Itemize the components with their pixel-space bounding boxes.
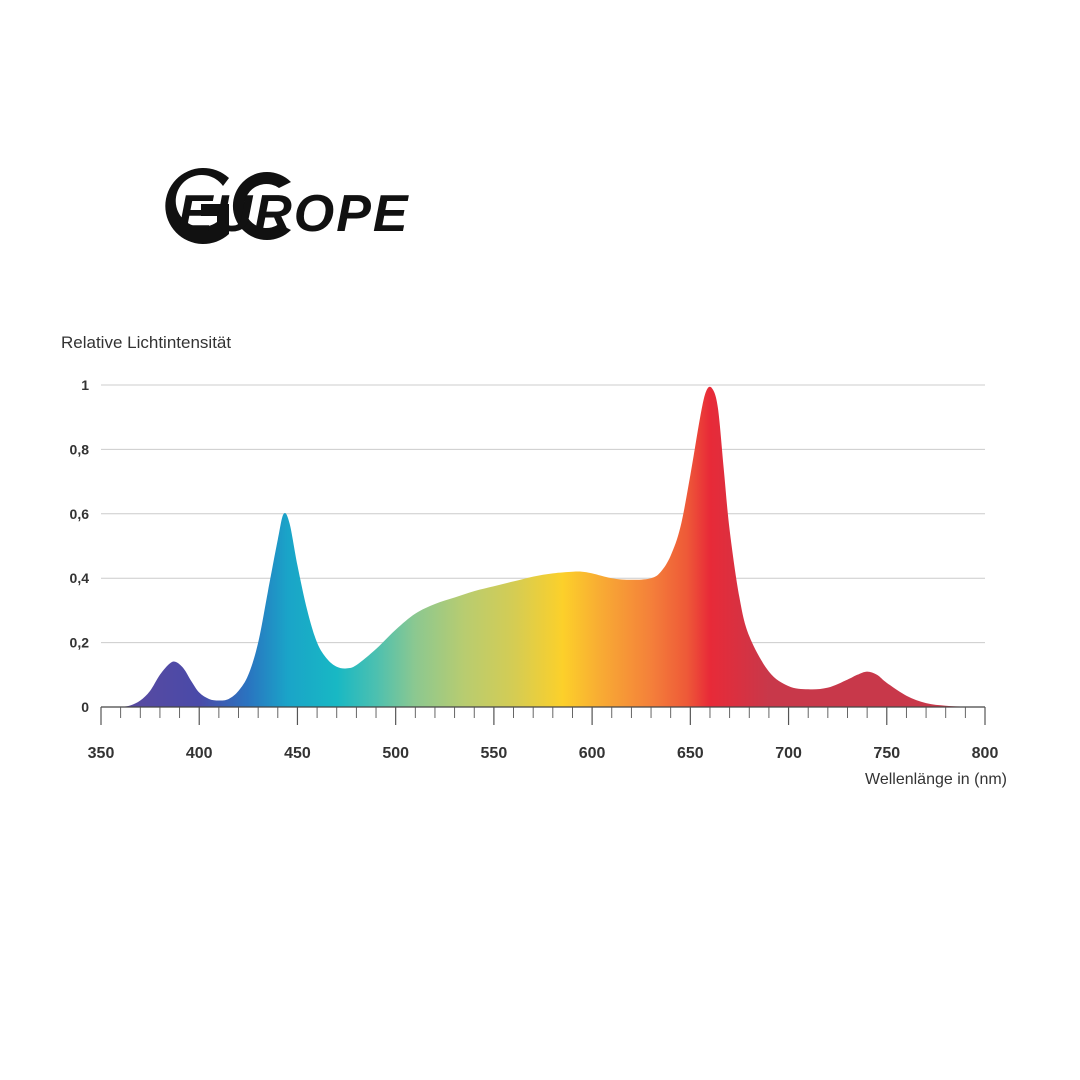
spectrum-area (120, 386, 985, 707)
x-tick-label: 800 (972, 745, 999, 762)
gc-logo-mark (165, 168, 291, 244)
y-tick-label: 1 (81, 377, 89, 393)
x-axis-title: Wellenlänge in (nm) (865, 771, 1007, 788)
x-tick-label: 700 (775, 745, 802, 762)
x-tick-label: 450 (284, 745, 311, 762)
spectrum-series-area (120, 386, 985, 707)
y-tick-label: 0,8 (70, 441, 90, 457)
x-tick-label: 500 (382, 745, 409, 762)
x-tick-label: 650 (677, 745, 704, 762)
y-tick-label: 0,6 (70, 506, 90, 522)
y-tick-label: 0,2 (70, 635, 90, 651)
y-axis-title: Relative Lichtintensität (61, 333, 231, 352)
y-tick-label: 0,4 (70, 570, 90, 586)
x-tick-label: 550 (481, 745, 508, 762)
logo-text: EUROPE (178, 185, 410, 243)
x-tick-label: 350 (88, 745, 115, 762)
x-axis: 350 400 450 500 550 600 650 700 750 800 (88, 706, 999, 762)
y-tick-label: 0 (81, 699, 89, 715)
y-tick-labels: 0 0,2 0,4 0,6 0,8 1 (70, 377, 90, 715)
x-tick-label: 600 (579, 745, 606, 762)
x-tick-label: 400 (186, 745, 213, 762)
x-tick-label: 750 (873, 745, 900, 762)
